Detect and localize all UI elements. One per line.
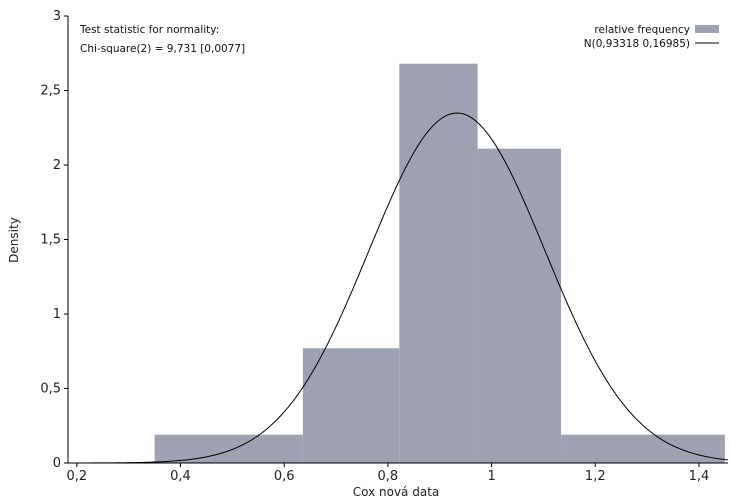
x-tick-label: 0,4 bbox=[170, 469, 191, 484]
x-tick-label: 0,2 bbox=[66, 469, 87, 484]
legend-swatch-relative-frequency bbox=[695, 25, 719, 33]
x-tick-label: 1,4 bbox=[689, 469, 710, 484]
x-tick-label: 1 bbox=[487, 469, 495, 484]
y-tick-label: 0,5 bbox=[40, 382, 61, 397]
histogram-bar bbox=[399, 63, 478, 464]
x-axis-label: Cox nová data bbox=[353, 485, 440, 499]
histogram-bar bbox=[477, 148, 562, 464]
histogram-bar bbox=[154, 434, 303, 463]
histogram-bar bbox=[561, 434, 725, 463]
y-tick-label: 0 bbox=[53, 456, 61, 471]
histogram-bars bbox=[154, 63, 725, 464]
legend-label-normal-curve: N(0,93318 0,16985) bbox=[584, 38, 690, 50]
y-tick-label: 2 bbox=[53, 158, 61, 173]
y-tick-label: 2,5 bbox=[40, 84, 61, 99]
x-tick-label: 0,8 bbox=[378, 469, 399, 484]
y-tick-label: 1,5 bbox=[40, 233, 61, 248]
normal-density-curve bbox=[68, 112, 729, 464]
y-axis-label: Density bbox=[7, 217, 21, 263]
legend-label-relative-frequency: relative frequency bbox=[594, 24, 690, 36]
axes: 0 0,5 1 1,5 2 2,5 3 0,2 0,4 0,6 0,8 1 1,2 1,4 bbox=[40, 9, 728, 484]
y-tick-label: 1 bbox=[53, 307, 61, 322]
histogram-bar bbox=[302, 348, 400, 463]
y-tick-label: 3 bbox=[53, 9, 61, 24]
x-tick-label: 0,6 bbox=[274, 469, 295, 484]
normality-test-statistic: Chi-square(2) = 9,731 [0,0077] bbox=[80, 43, 245, 55]
normality-test-title: Test statistic for normality: bbox=[79, 24, 219, 36]
x-tick-label: 1,2 bbox=[585, 469, 606, 484]
